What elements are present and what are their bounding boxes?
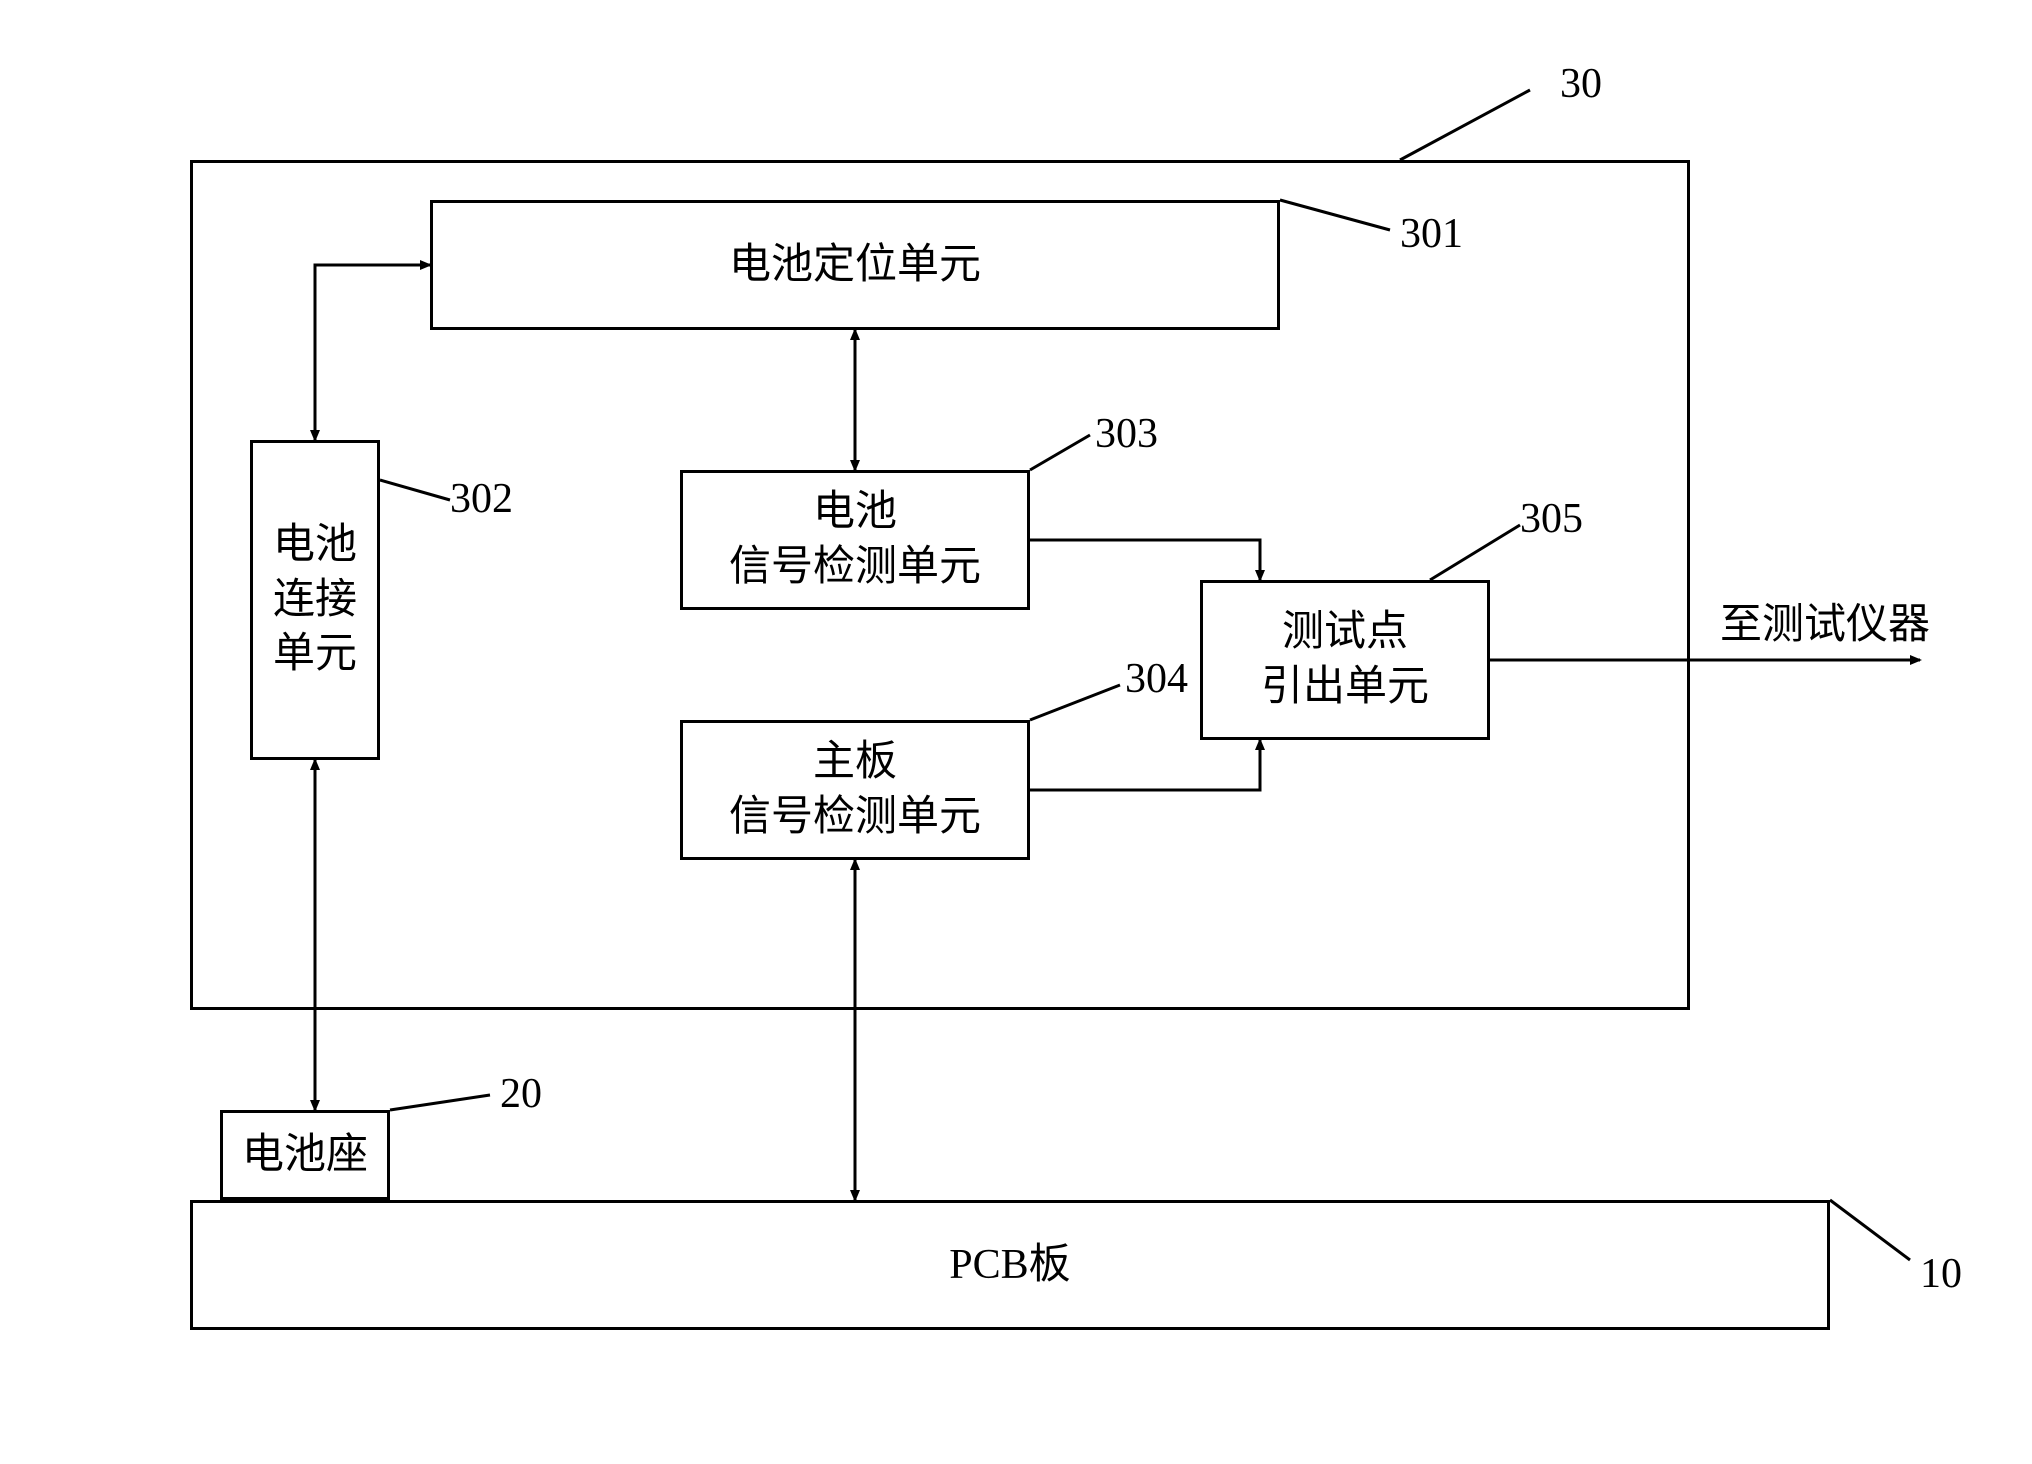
label-pcb: PCB板: [949, 1238, 1070, 1293]
ref-20: 20: [500, 1070, 542, 1118]
node-test-point: 测试点 引出单元: [1200, 580, 1490, 740]
node-mainboard-signal: 主板 信号检测单元: [680, 720, 1030, 860]
label-test-point: 测试点 引出单元: [1261, 605, 1429, 714]
ref-304: 304: [1125, 655, 1188, 703]
node-battery-signal: 电池 信号检测单元: [680, 470, 1030, 610]
label-battery-position: 电池定位单元: [729, 238, 981, 293]
ref-10: 10: [1920, 1250, 1962, 1298]
node-battery-position: 电池定位单元: [430, 200, 1280, 330]
leader-304: [1010, 680, 1140, 730]
ref-305: 305: [1520, 495, 1583, 543]
label-battery-signal: 电池 信号检测单元: [729, 485, 981, 594]
leader-20: [390, 1090, 510, 1140]
ref-301: 301: [1400, 210, 1463, 258]
ref-30: 30: [1560, 60, 1602, 108]
node-battery-connect: 电池 连接 单元: [250, 440, 380, 760]
leader-30: [1400, 80, 1700, 180]
output-label: 至测试仪器: [1720, 590, 1930, 651]
label-battery-connect: 电池 连接 单元: [273, 518, 357, 682]
node-battery-seat: 电池座: [220, 1110, 390, 1200]
label-battery-seat: 电池座: [242, 1128, 368, 1183]
label-mainboard-signal: 主板 信号检测单元: [729, 735, 981, 844]
node-pcb: PCB板: [190, 1200, 1830, 1330]
ref-302: 302: [450, 475, 513, 523]
ref-303: 303: [1095, 410, 1158, 458]
